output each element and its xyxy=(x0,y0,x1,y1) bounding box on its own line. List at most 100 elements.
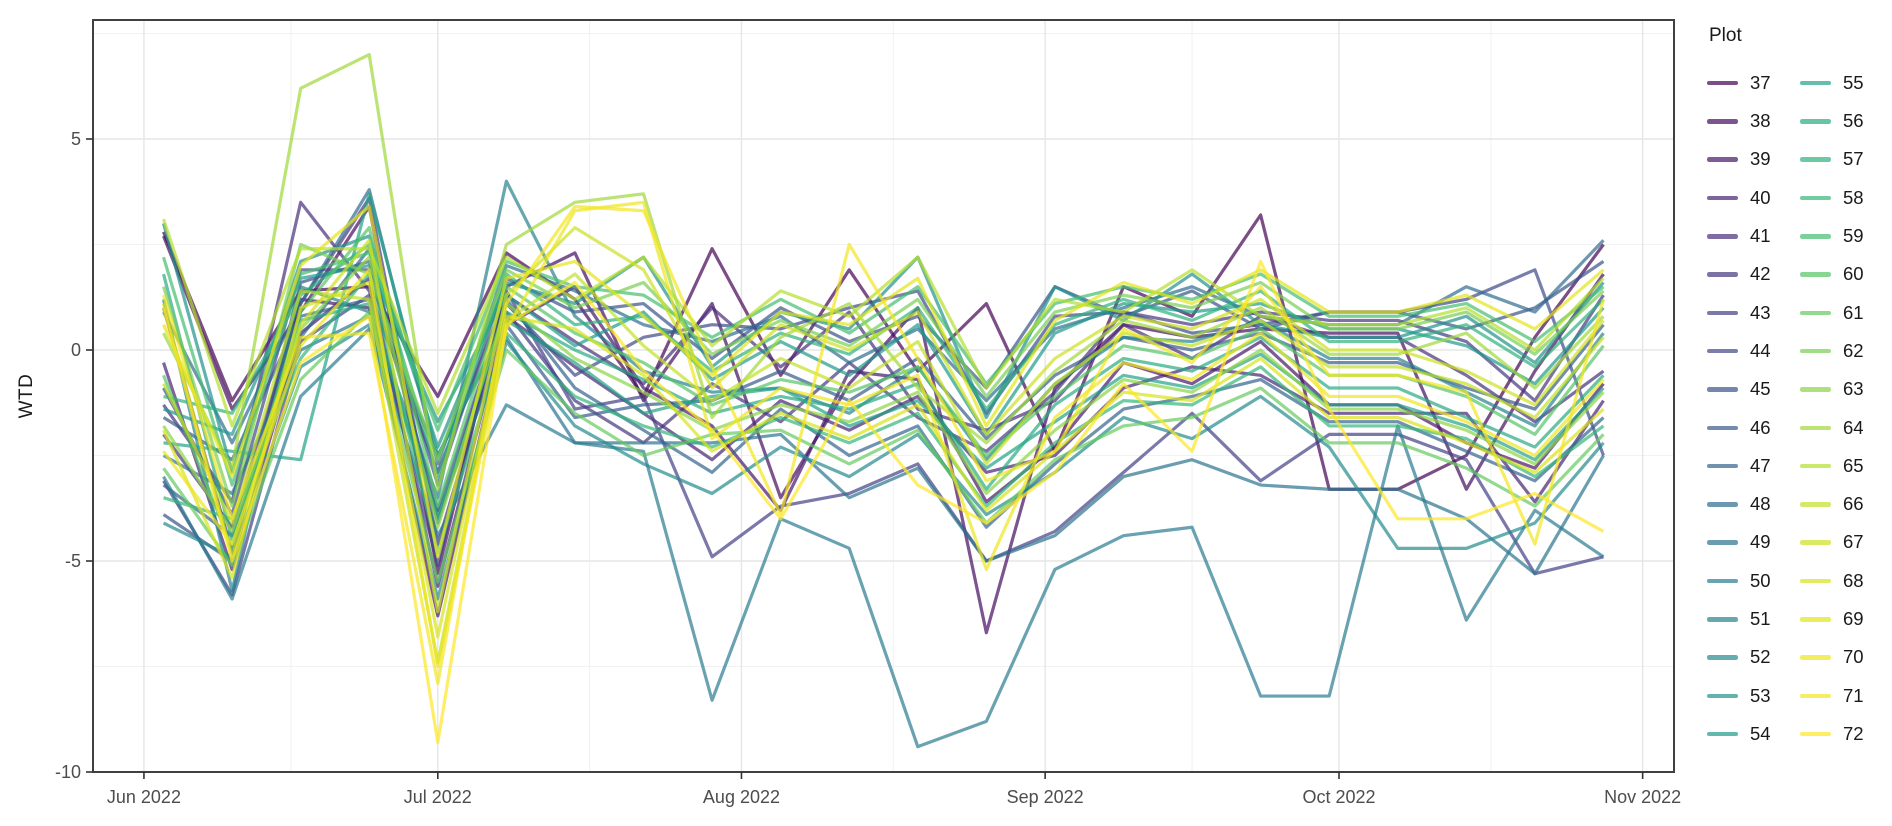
legend-key-swatch-47 xyxy=(1707,463,1738,469)
legend-label-68: 68 xyxy=(1843,569,1864,591)
legend-label-56: 56 xyxy=(1843,110,1864,132)
legend-label-48: 48 xyxy=(1750,493,1771,515)
legend-item-53: 53 xyxy=(1707,677,1800,715)
legend-key-swatch-64 xyxy=(1800,425,1831,431)
legend-item-41: 41 xyxy=(1707,217,1800,255)
legend-label-49: 49 xyxy=(1750,531,1771,553)
legend-item-50: 50 xyxy=(1707,562,1800,600)
legend-item-66: 66 xyxy=(1800,485,1892,523)
series-line-70 xyxy=(162,200,1605,669)
legend-key-swatch-62 xyxy=(1800,348,1831,354)
legend-item-62: 62 xyxy=(1800,332,1892,370)
legend-item-63: 63 xyxy=(1800,370,1892,408)
legend-label-47: 47 xyxy=(1750,454,1771,476)
legend-item-37: 37 xyxy=(1707,64,1800,102)
legend-key-swatch-66 xyxy=(1800,502,1831,507)
legend-label-38: 38 xyxy=(1750,110,1771,132)
series-line-65 xyxy=(162,218,1605,428)
legend-item-44: 44 xyxy=(1707,332,1800,370)
y-tick-label: 5 xyxy=(71,129,81,149)
legend-item-49: 49 xyxy=(1707,524,1800,562)
legend-item-48: 48 xyxy=(1707,485,1800,523)
legend-key-swatch-52 xyxy=(1707,655,1738,660)
legend-key-swatch-60 xyxy=(1800,272,1831,277)
legend-item-72: 72 xyxy=(1800,715,1892,753)
legend-key-swatch-48 xyxy=(1707,502,1738,507)
legend-label-70: 70 xyxy=(1843,646,1864,668)
legend-label-62: 62 xyxy=(1843,339,1864,361)
legend-key-swatch-51 xyxy=(1707,617,1738,622)
legend-label-51: 51 xyxy=(1750,608,1771,630)
legend-label-54: 54 xyxy=(1750,722,1771,744)
legend-item-69: 69 xyxy=(1800,600,1892,638)
legend-label-50: 50 xyxy=(1750,569,1771,591)
legend-key-swatch-39 xyxy=(1707,157,1738,162)
legend-label-71: 71 xyxy=(1843,684,1864,706)
legend-label-69: 69 xyxy=(1843,608,1864,630)
legend-item-46: 46 xyxy=(1707,409,1800,447)
legend-key-swatch-67 xyxy=(1800,540,1831,545)
x-tick-label: Jul 2022 xyxy=(404,787,472,807)
legend-label-66: 66 xyxy=(1843,493,1864,515)
legend-key-swatch-68 xyxy=(1800,578,1831,584)
legend-items: 37 38 39 40 41 42 43 44 45 46 47 48 49 50 51 52 53 54 55 56… xyxy=(1707,64,1889,753)
y-tick-label: 0 xyxy=(71,340,81,360)
legend-key-swatch-41 xyxy=(1707,234,1738,239)
legend-key-swatch-46 xyxy=(1707,425,1738,431)
legend-label-67: 67 xyxy=(1843,531,1864,553)
legend-label-53: 53 xyxy=(1750,684,1771,706)
legend-item-39: 39 xyxy=(1707,141,1800,179)
series-line-71 xyxy=(161,204,1606,685)
legend-label-39: 39 xyxy=(1750,148,1771,170)
legend-label-46: 46 xyxy=(1750,416,1771,438)
legend-key-swatch-61 xyxy=(1800,310,1831,316)
legend-key-swatch-58 xyxy=(1800,195,1831,201)
y-tick-label: -5 xyxy=(65,551,81,571)
legend-key-swatch-38 xyxy=(1707,119,1738,124)
legend-item-42: 42 xyxy=(1707,255,1800,293)
legend-key-swatch-45 xyxy=(1707,387,1738,392)
legend-key-swatch-40 xyxy=(1707,195,1738,201)
legend-label-45: 45 xyxy=(1750,378,1771,400)
legend-item-70: 70 xyxy=(1800,638,1892,676)
legend-item-68: 68 xyxy=(1800,562,1892,600)
legend-item-40: 40 xyxy=(1707,179,1800,217)
series-line-72 xyxy=(161,259,1605,745)
series-line-62 xyxy=(162,242,1605,508)
legend-label-65: 65 xyxy=(1843,454,1864,476)
legend-key-swatch-56 xyxy=(1800,119,1831,124)
legend-label-72: 72 xyxy=(1843,722,1864,744)
legend-label-64: 64 xyxy=(1843,416,1864,438)
series-line-67 xyxy=(161,226,1605,614)
series-line-58 xyxy=(163,272,1605,555)
legend-item-52: 52 xyxy=(1707,638,1800,676)
legend-item-65: 65 xyxy=(1800,447,1892,485)
series-line-55 xyxy=(163,192,1605,470)
legend-item-58: 58 xyxy=(1800,179,1892,217)
legend-label-40: 40 xyxy=(1750,186,1771,208)
legend-item-57: 57 xyxy=(1800,141,1892,179)
x-tick-label: Oct 2022 xyxy=(1302,787,1375,807)
legend-key-swatch-72 xyxy=(1800,731,1831,737)
legend-label-43: 43 xyxy=(1750,301,1771,323)
legend-key-swatch-65 xyxy=(1800,463,1831,469)
legend-key-swatch-50 xyxy=(1707,578,1738,584)
legend-item-61: 61 xyxy=(1800,294,1892,332)
legend-label-61: 61 xyxy=(1843,301,1864,323)
legend-item-64: 64 xyxy=(1800,409,1892,447)
legend-label-44: 44 xyxy=(1750,339,1771,361)
legend-item-71: 71 xyxy=(1800,677,1892,715)
legend-item-60: 60 xyxy=(1800,255,1892,293)
legend-key-swatch-63 xyxy=(1800,387,1831,392)
legend-label-63: 63 xyxy=(1843,378,1864,400)
series-line-59 xyxy=(161,251,1605,487)
legend: Plot 37 38 39 40 41 42 43 44 45 46 47 48 49 50 51 52 53 5… xyxy=(1707,24,1889,753)
legend-key-swatch-59 xyxy=(1800,234,1831,239)
x-tick-label: Sep 2022 xyxy=(1007,787,1084,807)
legend-item-56: 56 xyxy=(1800,102,1892,140)
legend-key-swatch-54 xyxy=(1707,731,1738,737)
legend-label-59: 59 xyxy=(1843,225,1864,247)
legend-key-swatch-53 xyxy=(1707,693,1738,699)
x-tick-label: Jun 2022 xyxy=(107,787,181,807)
